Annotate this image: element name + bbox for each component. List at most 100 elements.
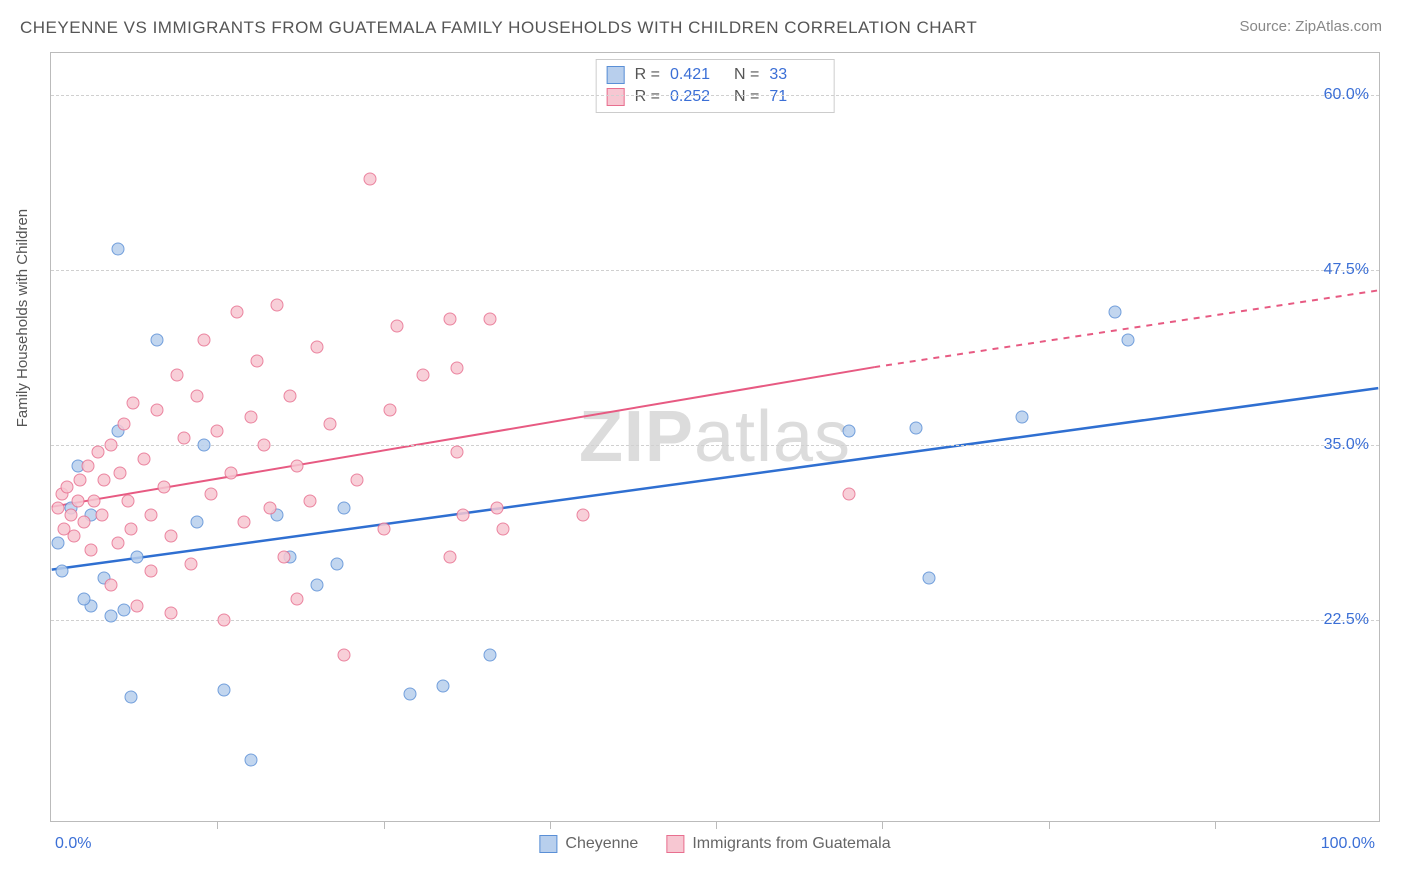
gridline-horizontal [51,620,1379,621]
y-tick-label: 35.0% [1324,436,1369,454]
scatter-point [231,306,244,319]
scatter-point [237,516,250,529]
series-legend: CheyenneImmigrants from Guatemala [539,835,890,853]
scatter-point [164,607,177,620]
gridline-horizontal [51,95,1379,96]
scatter-point [127,397,140,410]
scatter-point [450,362,463,375]
scatter-point [390,320,403,333]
scatter-point [444,313,457,326]
scatter-point [291,460,304,473]
scatter-point [224,467,237,480]
scatter-point [257,439,270,452]
scatter-point [404,688,417,701]
trend-lines-layer [51,53,1379,821]
scatter-point [67,530,80,543]
scatter-point [311,579,324,592]
scatter-point [337,649,350,662]
scatter-point [217,684,230,697]
legend-swatch [539,835,557,853]
x-tick-mark [882,821,883,829]
scatter-point [922,572,935,585]
scatter-point [164,530,177,543]
legend-n-value: 33 [769,66,823,84]
scatter-plot-area: ZIPatlas R =0.421N =33R =0.252N =71 22.5… [50,52,1380,822]
legend-swatch [607,66,625,84]
scatter-point [111,243,124,256]
watermark-light: atlas [694,397,851,477]
scatter-point [178,432,191,445]
scatter-point [74,474,87,487]
scatter-point [277,551,290,564]
legend-r-label: R = [635,88,660,106]
scatter-point [78,593,91,606]
scatter-point [1122,334,1135,347]
scatter-point [483,649,496,662]
scatter-point [244,754,257,767]
legend-n-label: N = [734,66,759,84]
scatter-point [131,551,144,564]
scatter-point [158,481,171,494]
scatter-point [364,173,377,186]
scatter-point [251,355,264,368]
watermark-bold: ZIP [579,397,694,477]
scatter-point [324,418,337,431]
scatter-point [91,446,104,459]
x-tick-mark [716,821,717,829]
x-tick-mark [217,821,218,829]
scatter-point [144,565,157,578]
scatter-point [138,453,151,466]
scatter-point [337,502,350,515]
legend-swatch [666,835,684,853]
x-tick-label: 100.0% [1321,835,1375,853]
x-tick-mark [550,821,551,829]
scatter-point [118,604,131,617]
scatter-point [122,495,135,508]
scatter-point [55,565,68,578]
scatter-point [384,404,397,417]
legend-n-label: N = [734,88,759,106]
scatter-point [104,579,117,592]
series-legend-label: Cheyenne [565,835,638,852]
scatter-point [577,509,590,522]
scatter-point [104,439,117,452]
scatter-point [82,460,95,473]
scatter-point [191,516,204,529]
trend-line [52,367,874,507]
scatter-point [244,411,257,424]
scatter-point [444,551,457,564]
scatter-point [377,523,390,536]
scatter-point [843,488,856,501]
watermark: ZIPatlas [579,396,851,478]
scatter-point [291,593,304,606]
scatter-point [71,495,84,508]
y-axis-label: Family Households with Children [14,209,31,427]
legend-row: R =0.421N =33 [607,64,824,86]
scatter-point [118,418,131,431]
scatter-point [131,600,144,613]
scatter-point [95,509,108,522]
scatter-point [284,390,297,403]
scatter-point [124,691,137,704]
scatter-point [104,609,117,622]
scatter-point [191,390,204,403]
scatter-point [1109,306,1122,319]
scatter-point [60,481,73,494]
scatter-point [457,509,470,522]
scatter-point [144,509,157,522]
legend-r-value: 0.252 [670,88,724,106]
scatter-point [217,614,230,627]
scatter-point [450,446,463,459]
scatter-point [437,679,450,692]
scatter-point [417,369,430,382]
legend-swatch [607,88,625,106]
scatter-point [350,474,363,487]
trend-line-dashed [874,290,1378,367]
scatter-point [114,467,127,480]
scatter-point [490,502,503,515]
legend-row: R =0.252N =71 [607,86,824,108]
scatter-point [124,523,137,536]
source-attribution: Source: ZipAtlas.com [1239,18,1382,35]
scatter-point [197,439,210,452]
legend-r-label: R = [635,66,660,84]
